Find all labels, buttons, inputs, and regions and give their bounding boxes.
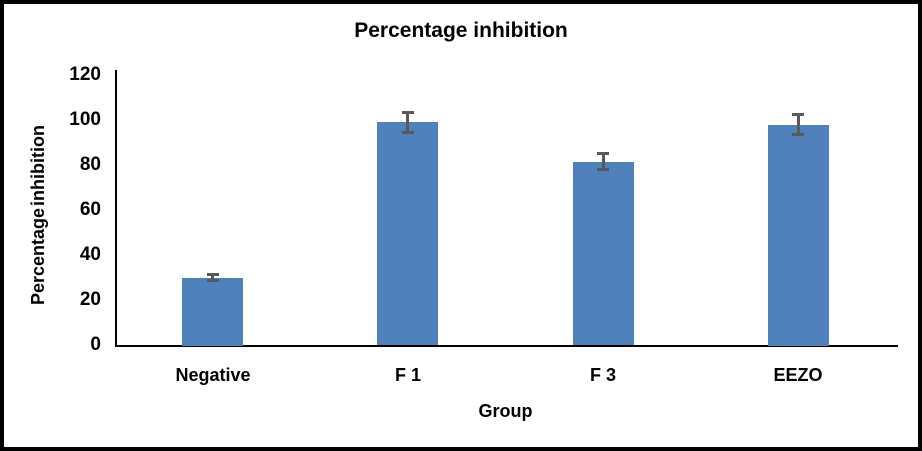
y-tick-label-40: 40	[79, 244, 101, 265]
error-bar-bottom-cap-f-3	[597, 168, 609, 171]
y-tick-label-120: 120	[69, 64, 101, 85]
error-bar-stem-f-3	[602, 152, 605, 171]
error-bar-top-cap-f-3	[597, 152, 609, 155]
x-category-label-f-1: F 1	[394, 365, 421, 385]
x-category-label-negative: Negative	[175, 365, 251, 385]
x-category-label-f-3: F 3	[589, 365, 616, 385]
y-tick-label-80: 80	[79, 154, 101, 175]
chart-title: Percentage inhibition	[354, 19, 568, 42]
x-axis-line	[115, 345, 898, 347]
error-bar-bottom-cap-negative	[207, 279, 219, 282]
y-tick-label-100: 100	[69, 109, 101, 130]
error-bar-bottom-cap-eezo	[792, 133, 804, 136]
error-bar-bottom-cap-f-1	[402, 131, 414, 134]
bar-f-1	[377, 122, 438, 345]
x-category-label-eezo: EEZO	[773, 365, 823, 385]
bar-negative	[182, 278, 243, 346]
y-tick-label-0: 0	[90, 334, 101, 355]
bar-eezo	[768, 125, 829, 346]
y-axis-line	[115, 70, 117, 347]
error-bar-stem-f-1	[406, 111, 409, 134]
error-bar-stem-eezo	[797, 113, 800, 136]
error-bar-stem-negative	[211, 273, 214, 281]
error-bar-top-cap-f-1	[402, 111, 414, 114]
x-axis-title: Group	[478, 401, 533, 421]
error-bar-top-cap-negative	[207, 273, 219, 276]
bar-f-3	[573, 162, 634, 345]
y-tick-label-60: 60	[79, 199, 101, 220]
error-bar-top-cap-eezo	[792, 113, 804, 116]
y-tick-label-20: 20	[79, 289, 101, 310]
